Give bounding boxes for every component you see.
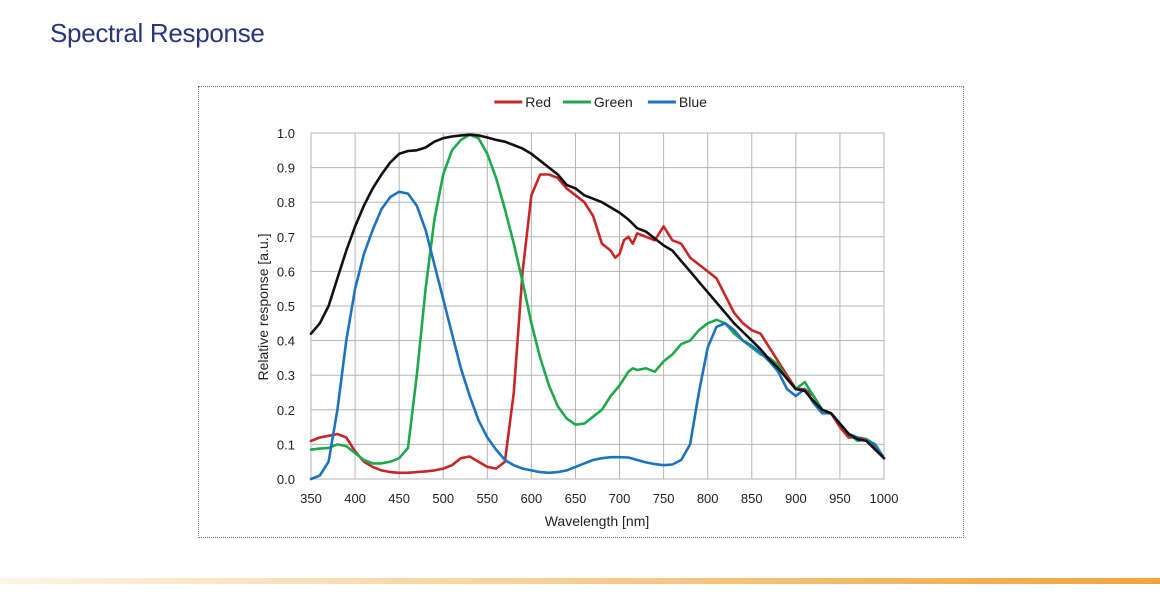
- y-tick-label: 1.0: [277, 126, 295, 141]
- x-axis-title: Wavelength [nm]: [545, 513, 650, 529]
- series-lines: [309, 133, 886, 481]
- grid: [310, 132, 885, 480]
- legend-label-blue: Blue: [679, 94, 707, 110]
- y-tick-label: 0.0: [277, 472, 295, 487]
- tick-labels: 350 400 450 500 550 600 650 700 750 800 850 900 950 1…: [277, 126, 899, 506]
- series-line-total: [309, 133, 886, 460]
- legend: Red Green Blue: [494, 94, 707, 110]
- x-tick-label: 750: [653, 491, 675, 506]
- chart-frame: [198, 86, 964, 538]
- x-tick-label: 500: [432, 491, 454, 506]
- y-tick-label: 0.9: [277, 161, 295, 176]
- x-tick-label: 450: [388, 491, 410, 506]
- y-tick-label: 0.8: [277, 195, 295, 210]
- legend-label-green: Green: [594, 94, 633, 110]
- y-tick-label: 0.7: [277, 230, 295, 245]
- x-tick-label: 600: [521, 491, 543, 506]
- y-axis-title: Relative response [a.u.]: [255, 233, 271, 380]
- y-tick-label: 0.4: [277, 334, 295, 349]
- y-tick-label: 0.3: [277, 368, 295, 383]
- page-title: Spectral Response: [50, 18, 265, 48]
- x-tick-label: 850: [741, 491, 763, 506]
- x-tick-label: 700: [609, 491, 631, 506]
- x-tick-label: 350: [300, 491, 322, 506]
- x-tick-label: 400: [344, 491, 366, 506]
- legend-label-red: Red: [525, 94, 551, 110]
- x-tick-label: 800: [697, 491, 719, 506]
- x-tick-label: 550: [476, 491, 498, 506]
- y-tick-label: 0.2: [277, 403, 295, 418]
- x-tick-label: 1000: [870, 491, 899, 506]
- series-line-red: [309, 173, 886, 475]
- bottom-accent-bar: [0, 578, 1160, 584]
- y-tick-label: 0.1: [277, 437, 295, 452]
- series-line-blue: [309, 190, 886, 481]
- y-tick-label: 0.5: [277, 299, 295, 314]
- y-tick-label: 0.6: [277, 264, 295, 279]
- x-tick-label: 650: [565, 491, 587, 506]
- x-tick-label: 900: [785, 491, 807, 506]
- x-tick-label: 950: [829, 491, 851, 506]
